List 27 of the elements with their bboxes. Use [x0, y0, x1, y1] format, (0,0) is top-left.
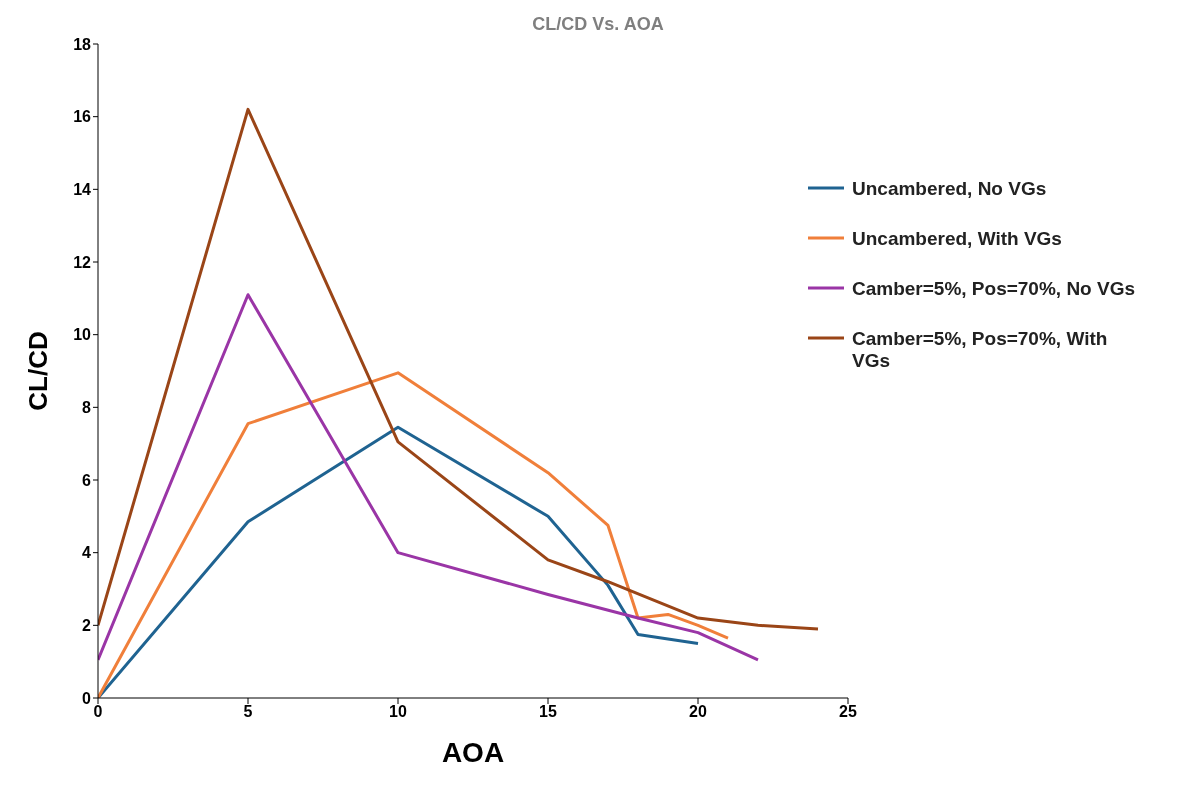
line-series [98, 425, 700, 698]
y-tick-label: 16 [73, 108, 92, 126]
y-tick-label: 4 [82, 544, 92, 562]
y-axis-title: CL/CD [23, 331, 54, 411]
line-series [98, 371, 730, 698]
x-tick-label: 20 [689, 703, 707, 721]
line-series [98, 293, 760, 662]
line-series [98, 107, 820, 631]
y-tick-label: 8 [82, 399, 92, 417]
x-tick-label: 15 [539, 703, 557, 721]
chart-title: CL/CD Vs. AOA [531, 14, 665, 35]
x-tick-label: 0 [93, 703, 103, 721]
legend-label: Camber=5%, Pos=70%, No VGs [852, 278, 1136, 300]
x-tick-label: 5 [243, 703, 253, 721]
x-tick-label: 10 [389, 703, 407, 721]
y-tick-label: 0 [82, 689, 92, 707]
legend-label: Uncambered, No VGs [852, 178, 1047, 200]
y-tick-label: 12 [73, 253, 92, 271]
y-tick-label: 14 [73, 181, 92, 199]
y-tick-label: 10 [73, 326, 92, 344]
y-tick-label: 18 [73, 35, 92, 53]
y-tick-label: 2 [82, 617, 92, 635]
y-tick-label: 6 [82, 471, 92, 489]
x-tick-label: 25 [839, 703, 857, 721]
legend-label: Camber=5%, Pos=70%, With VGs [852, 328, 1109, 372]
legend-label: Uncambered, With VGs [852, 228, 1062, 250]
x-axis-title: AOA [441, 736, 505, 768]
